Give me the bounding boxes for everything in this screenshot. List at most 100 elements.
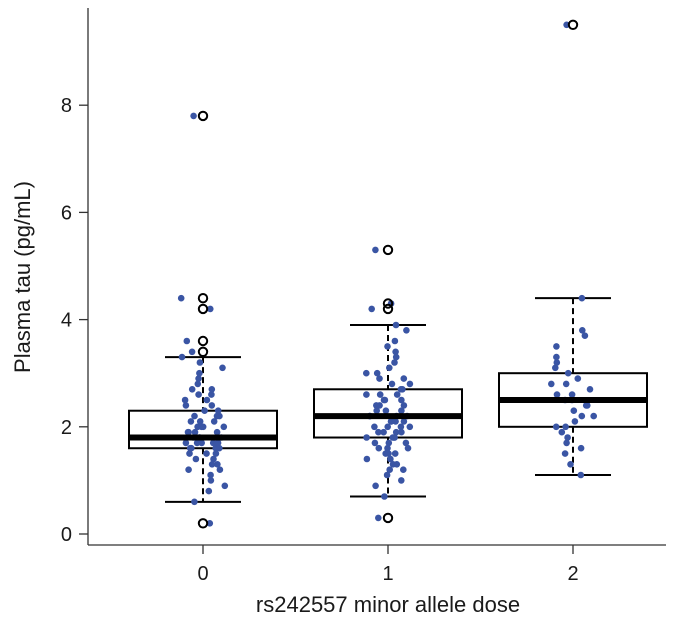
x-tick-label: 1 xyxy=(382,563,393,585)
data-point xyxy=(567,461,574,468)
data-point xyxy=(562,380,570,388)
data-point xyxy=(381,396,389,404)
data-point xyxy=(208,391,215,398)
data-point xyxy=(397,386,405,393)
data-point xyxy=(191,428,199,436)
data-point xyxy=(403,327,410,334)
data-point xyxy=(186,444,194,452)
data-point xyxy=(562,423,569,431)
data-point xyxy=(392,428,400,436)
data-point xyxy=(404,444,412,452)
data-point xyxy=(578,294,586,302)
data-point xyxy=(590,412,597,420)
data-point xyxy=(203,396,211,404)
data-point xyxy=(393,391,401,398)
points-group-0 xyxy=(177,112,229,527)
points-group-1 xyxy=(363,246,414,522)
data-point xyxy=(198,423,205,431)
data-point xyxy=(207,471,214,479)
data-point xyxy=(363,434,370,441)
data-point xyxy=(586,386,594,393)
data-point xyxy=(207,305,214,313)
data-point xyxy=(214,439,222,447)
data-point xyxy=(375,514,382,522)
y-tick-label: 6 xyxy=(61,202,72,224)
data-point xyxy=(398,396,405,404)
data-point xyxy=(185,466,192,474)
y-tick-label: 0 xyxy=(61,524,72,546)
y-axis: 0 2 4 6 8 xyxy=(61,8,89,546)
data-point xyxy=(400,402,408,409)
data-point xyxy=(386,364,393,372)
data-point xyxy=(398,428,405,436)
data-point xyxy=(212,450,220,457)
data-point xyxy=(193,439,201,447)
points-group-2 xyxy=(548,21,597,479)
data-point xyxy=(578,412,586,420)
data-point xyxy=(209,439,217,447)
data-point xyxy=(208,386,216,393)
data-point xyxy=(190,112,197,120)
y-tick-label: 8 xyxy=(61,95,72,117)
data-point xyxy=(188,348,196,356)
data-point xyxy=(373,402,380,409)
data-point xyxy=(384,343,391,350)
data-point xyxy=(393,461,401,468)
data-point xyxy=(579,327,586,334)
box-group-1 xyxy=(313,323,463,498)
data-point xyxy=(192,455,200,463)
data-point xyxy=(203,450,210,457)
data-point xyxy=(391,359,398,366)
data-point xyxy=(371,423,378,431)
data-point xyxy=(385,450,392,457)
data-point xyxy=(398,407,405,415)
data-point xyxy=(553,391,561,398)
outlier-marker xyxy=(197,293,209,304)
data-point xyxy=(391,337,399,345)
x-tick-label: 2 xyxy=(567,563,578,585)
data-point xyxy=(383,471,391,479)
y-tick-label: 2 xyxy=(61,417,72,439)
data-point xyxy=(210,455,217,463)
data-point xyxy=(564,369,572,377)
data-point xyxy=(372,246,379,254)
data-point xyxy=(208,402,216,409)
x-axis-title: rs242557 minor allele dose xyxy=(256,592,520,617)
data-point xyxy=(406,380,414,388)
data-point xyxy=(198,439,205,447)
data-point xyxy=(376,375,383,382)
data-point xyxy=(363,369,370,377)
data-point xyxy=(219,364,226,372)
data-point xyxy=(380,428,387,436)
data-point xyxy=(184,428,192,436)
data-point xyxy=(368,305,376,313)
data-point xyxy=(376,391,384,398)
data-point xyxy=(373,407,381,415)
data-point xyxy=(552,364,559,372)
data-point xyxy=(391,450,399,457)
data-point xyxy=(392,321,400,329)
outlier-marker xyxy=(382,512,394,524)
outlier-marker xyxy=(197,110,209,122)
data-point xyxy=(548,380,555,388)
data-point xyxy=(177,294,185,302)
data-point xyxy=(375,428,382,436)
data-point xyxy=(553,359,561,366)
data-point xyxy=(201,407,208,415)
x-axis: 0 1 2 xyxy=(88,544,666,585)
data-point xyxy=(400,418,408,425)
data-point xyxy=(400,466,407,474)
data-point xyxy=(582,402,590,409)
data-point xyxy=(384,423,392,431)
data-point xyxy=(398,477,405,484)
data-point xyxy=(568,391,576,398)
data-point xyxy=(181,396,189,404)
data-point xyxy=(577,471,585,479)
outlier-marker xyxy=(382,244,394,256)
data-point xyxy=(563,439,570,447)
data-point xyxy=(574,375,582,382)
data-point xyxy=(397,423,405,431)
data-point xyxy=(214,407,222,415)
data-point xyxy=(561,450,569,457)
